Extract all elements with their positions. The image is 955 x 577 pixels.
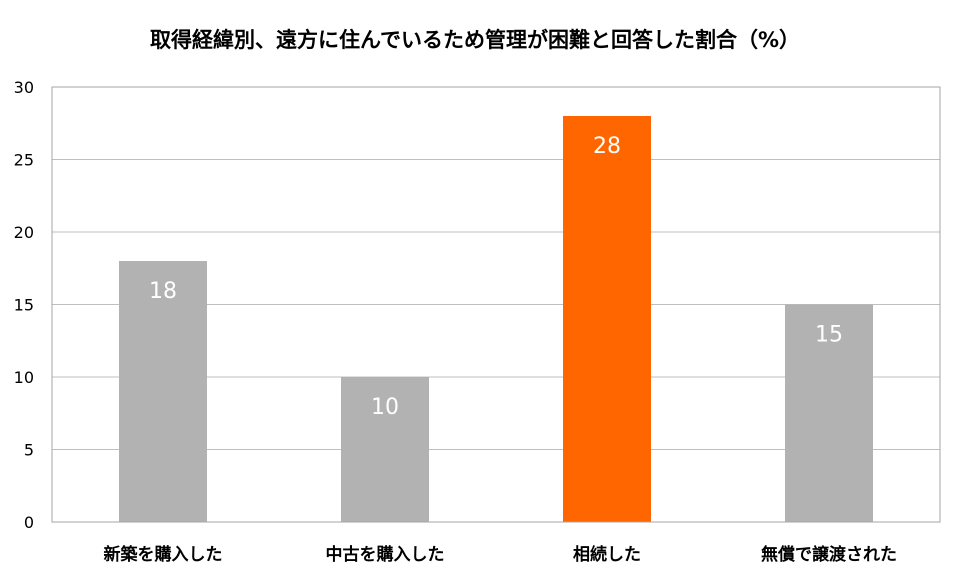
bar [119, 261, 207, 522]
y-tick-label: 20 [14, 223, 34, 242]
x-tick-label: 無償で譲渡された [761, 544, 897, 565]
y-tick-label: 30 [14, 78, 34, 97]
y-tick-label: 10 [14, 368, 34, 387]
y-axis: 0 5 10 15 20 25 30 [14, 78, 34, 532]
bars: 18 10 28 15 [119, 116, 873, 522]
y-tick-label: 0 [24, 513, 34, 532]
data-label: 18 [149, 279, 177, 304]
data-label: 28 [593, 134, 621, 159]
data-label: 15 [815, 323, 843, 348]
y-tick-label: 25 [14, 151, 34, 170]
x-axis: 新築を購入した 中古を購入した 相続した 無償で譲渡された [104, 544, 898, 565]
plot-area-border [51, 86, 941, 523]
data-label: 10 [371, 395, 399, 420]
x-tick-label: 中古を購入した [326, 544, 445, 565]
bar [785, 304, 873, 522]
x-tick-label: 新築を購入した [104, 544, 223, 565]
bar [341, 377, 429, 522]
bar [563, 116, 651, 522]
y-tick-label: 5 [24, 441, 34, 460]
x-tick-label: 相続した [573, 544, 641, 565]
y-tick-label: 15 [14, 296, 34, 315]
chart-title: 取得経緯別、遠方に住んでいるため管理が困難と回答した割合（%） [150, 28, 800, 52]
